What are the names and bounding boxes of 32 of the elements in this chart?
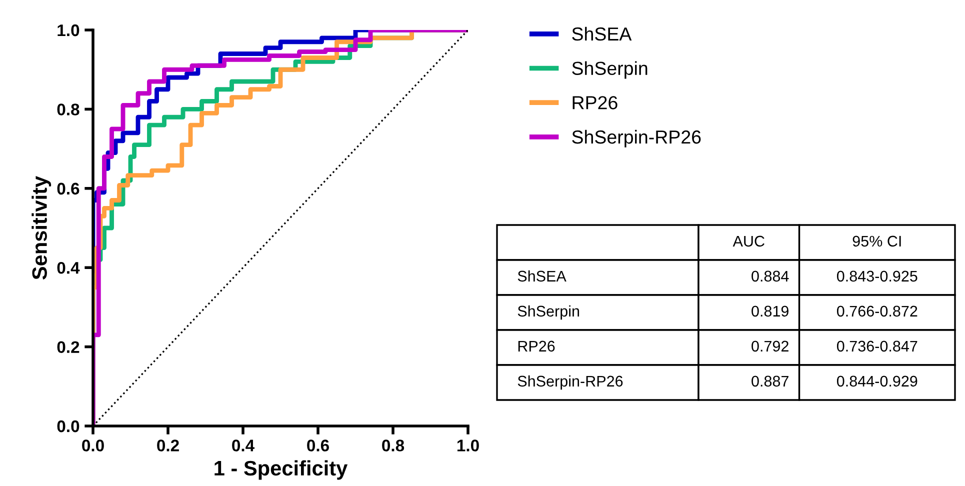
x-tick-label: 0.8 [382,440,404,452]
x-tick-label: 0.2 [157,440,179,452]
text: 95% CI [852,236,901,247]
text: 0.819 [752,306,788,317]
y-tick-label: 0.0 [57,420,80,432]
text: 0.792 [752,340,788,352]
text: 0.843-0.925 [836,270,918,282]
x-tick-label: 0.4 [232,440,254,452]
y-tick-label: 1.0 [58,24,80,36]
y-axis-title: Sensitivity [32,176,52,280]
legend-label: ShSEA [572,26,632,41]
text: 0.736-0.847 [836,340,918,352]
text: ShSerpin-RP26 [518,375,623,390]
text: 0.766-0.872 [836,306,918,317]
y-tick-label: 0.8 [57,104,80,116]
x-tick-label: 0.0 [82,440,104,452]
text: 0.887 [752,376,788,387]
legend-label: RP26 [572,96,618,110]
text: ShSerpin [518,305,580,320]
legend-label: ShSerpin-RP26 [572,130,701,148]
y-tick-label: 0.2 [57,341,80,354]
text: 0.884 [752,270,789,282]
y-tick-label: 0.4 [57,262,80,274]
text: AUC [732,236,764,247]
x-axis-title: 1 - Specificity [214,460,348,480]
text: ShSEA [518,270,566,282]
text: 0.844-0.929 [836,376,918,387]
text: RP26 [518,340,555,352]
x-tick-label: 0.6 [307,440,329,452]
y-tick-label: 0.6 [57,182,80,195]
x-tick-label: 1.0 [457,440,479,452]
legend-label: ShSerpin [572,61,648,79]
